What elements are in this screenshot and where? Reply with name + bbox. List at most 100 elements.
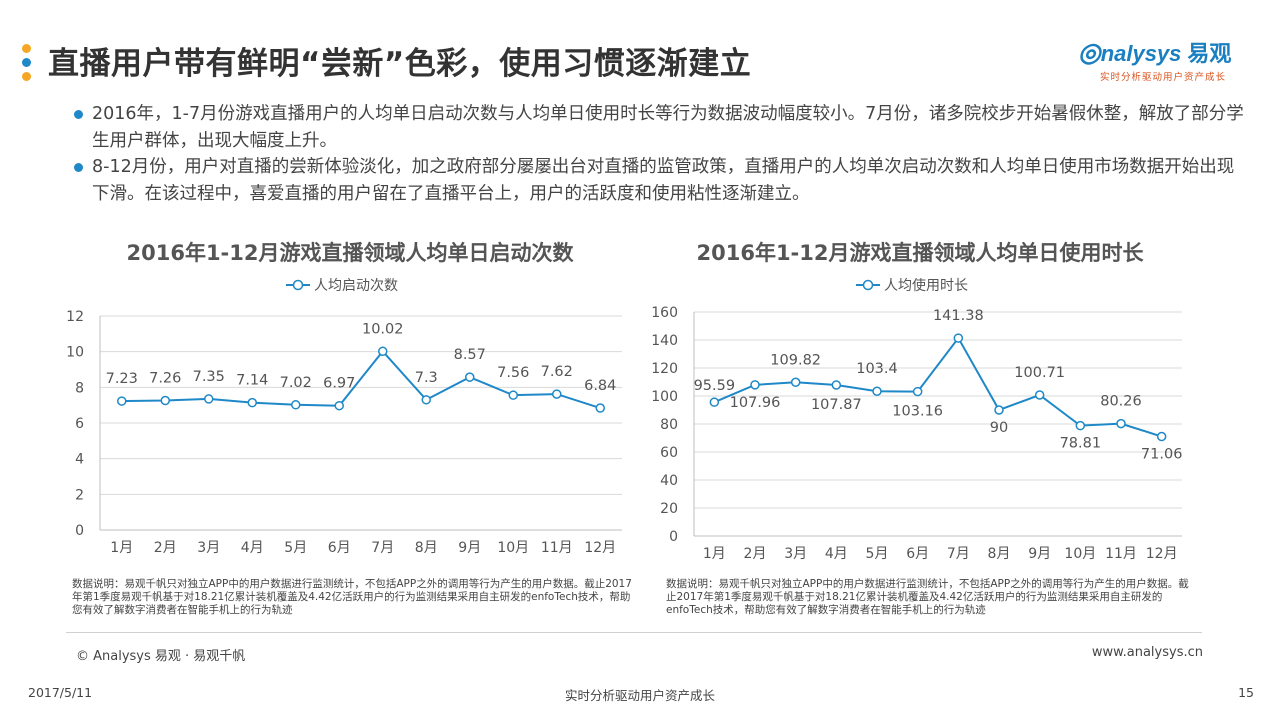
page-number: 15 [1238, 685, 1254, 700]
data-label: 7.02 [280, 375, 312, 391]
bullet-item: 2016年，1-7月份游戏直播用户的人均单日启动次数与人均单日使用时长等行为数据… [72, 101, 1247, 154]
bullet-dot-icon [74, 110, 83, 119]
data-label: 71.06 [1141, 447, 1183, 463]
data-label: 80.26 [1100, 394, 1142, 410]
x-tick-label: 2月 [744, 546, 767, 562]
data-point [378, 346, 388, 357]
bullet-text: 8-12月份，用户对直播的尝新体验淡化，加之政府部分屡屡出台对直播的监管政策，直… [92, 157, 1235, 204]
data-point [750, 380, 760, 390]
y-tick-label: 120 [651, 361, 678, 377]
x-tick-label: 12月 [584, 540, 616, 556]
chart-title-launches: 2016年1-12月游戏直播领域人均单日启动次数 [126, 241, 574, 265]
footer-divider [66, 632, 1202, 633]
x-tick-label: 4月 [825, 546, 848, 562]
data-point [291, 400, 301, 410]
data-point [595, 403, 605, 413]
y-tick-label: 60 [660, 445, 678, 461]
data-point [831, 380, 842, 390]
data-label: 100.71 [1014, 365, 1065, 381]
x-tick-label: 10月 [1064, 546, 1096, 562]
logo-tagline: 实时分析驱动用户资产成长 [1100, 72, 1227, 83]
data-point [709, 397, 720, 407]
y-tick-label: 100 [651, 389, 678, 405]
data-label: 107.87 [811, 397, 862, 413]
data-label: 8.57 [454, 347, 486, 363]
series-line [121, 349, 601, 409]
x-tick-label: 4月 [241, 540, 264, 556]
data-point [912, 386, 923, 397]
data-point [508, 390, 518, 400]
data-label: 107.96 [730, 395, 781, 411]
data-label: 10.02 [362, 321, 404, 337]
x-tick-label: 9月 [1028, 546, 1051, 562]
x-tick-label: 10月 [497, 540, 529, 556]
series-line [713, 336, 1162, 438]
footer-tagline: 实时分析驱动用户资产成长 [564, 688, 715, 703]
y-tick-label: 140 [651, 333, 678, 349]
x-tick-label: 1月 [703, 546, 726, 562]
data-point [1075, 420, 1086, 431]
summary-bullets: 2016年，1-7月份游戏直播用户的人均单日启动次数与人均单日使用时长等行为数据… [72, 101, 1247, 207]
data-label: 7.3 [415, 370, 438, 386]
title-dots [22, 44, 34, 86]
data-label: 7.35 [193, 369, 225, 385]
data-label: 78.81 [1060, 436, 1102, 452]
x-tick-label: 9月 [458, 540, 481, 556]
data-point [160, 395, 170, 406]
footer-website[interactable]: www.analysys.cn [1091, 645, 1203, 660]
x-tick-label: 3月 [784, 546, 807, 562]
title-dot [22, 44, 31, 53]
logo-brand-en: nalysys [1100, 41, 1182, 66]
data-note-right: 数据说明：易观千帆只对独立APP中的用户数据进行监测统计，不包括APP之外的调用… [666, 578, 1189, 616]
data-label: 6.84 [584, 378, 616, 394]
data-label: 7.14 [236, 373, 268, 389]
x-tick-label: 5月 [866, 546, 889, 562]
data-label: 6.97 [323, 376, 355, 392]
chart-launches: 0 2 4 6 8 10 12 1月 2月 3月 4月 5月 6月 7月 8月 9月 10月 11月 12月 人均启动… [66, 278, 622, 556]
page-title: 直播用户带有鲜明“尝新”色彩，使用习惯逐渐建立 [48, 46, 752, 82]
data-label: 7.23 [106, 371, 138, 387]
x-tick-label: 6月 [906, 546, 929, 562]
x-tick-label: 8月 [415, 540, 438, 556]
x-tick-label: 11月 [541, 540, 573, 556]
data-label: 7.26 [149, 371, 181, 387]
x-tick-label: 7月 [371, 540, 394, 556]
legend-marker-icon [862, 279, 874, 291]
bullet-item: 8-12月份，用户对直播的尝新体验淡化，加之政府部分屡屡出台对直播的监管政策，直… [72, 154, 1247, 207]
y-tick-label: 0 [669, 529, 678, 545]
y-tick-label: 8 [75, 380, 84, 396]
data-label: 103.16 [892, 404, 943, 420]
logo-swirl-icon: ◎ [1078, 37, 1101, 67]
data-note-left: 数据说明：易观千帆只对独立APP中的用户数据进行监测统计，不包括APP之外的调用… [72, 578, 632, 616]
data-point [1156, 431, 1167, 442]
chart-duration: 0 20 40 60 80 100 120 140 160 1月 2月 3月 4月 5月 6月 7月 8月 9月 1… [651, 277, 1183, 562]
data-point [552, 389, 562, 399]
data-label: 7.56 [497, 365, 529, 381]
data-point [334, 400, 344, 411]
x-tick-label: 11月 [1105, 546, 1137, 562]
title-dot [22, 58, 31, 67]
title-dot [22, 72, 31, 81]
x-tick-label: 6月 [328, 540, 351, 556]
data-point [421, 395, 431, 405]
y-tick-label: 12 [66, 309, 84, 325]
x-tick-label: 8月 [988, 546, 1011, 562]
bullet-text: 2016年，1-7月份游戏直播用户的人均单日启动次数与人均单日使用时长等行为数据… [92, 104, 1244, 151]
footer-copyright: © Analysys 易观 · 易观千帆 [76, 649, 246, 664]
data-point [790, 377, 801, 388]
chart-title-duration: 2016年1-12月游戏直播领域人均单日使用时长 [696, 241, 1144, 265]
logo-wordmark: ◎nalysys 易观 [1078, 36, 1248, 68]
data-label: 109.82 [770, 352, 821, 368]
data-point [117, 396, 127, 406]
y-tick-label: 2 [75, 487, 84, 503]
x-tick-label: 1月 [110, 540, 133, 556]
x-tick-label: 3月 [197, 540, 220, 556]
data-point [994, 405, 1004, 415]
x-tick-label: 12月 [1146, 546, 1178, 562]
data-label: 90 [990, 420, 1008, 436]
y-tick-label: 40 [660, 473, 678, 489]
x-tick-label: 7月 [947, 546, 970, 562]
logo-brand-cn: 易观 [1187, 41, 1232, 66]
legend-marker-icon [292, 279, 304, 291]
bullet-dot-icon [74, 163, 83, 172]
